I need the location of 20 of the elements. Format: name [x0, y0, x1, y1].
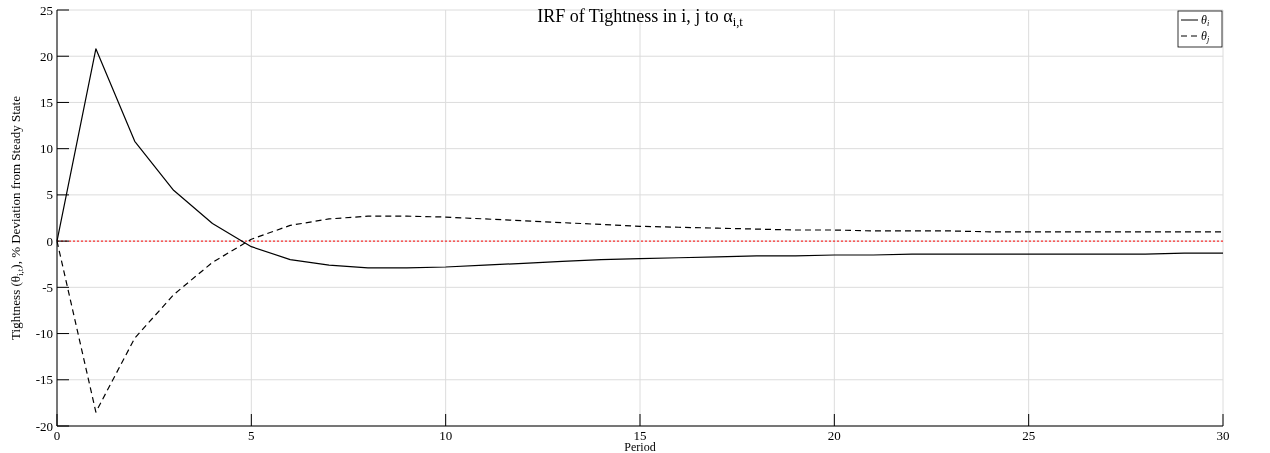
y-tick-label: 5 — [46, 187, 53, 203]
y-tick-label: 0 — [46, 233, 53, 249]
x-axis-title: Period — [624, 440, 656, 453]
x-tick-label: 25 — [1022, 428, 1036, 443]
x-tick-label: 20 — [827, 428, 841, 443]
y-tick-label: -20 — [35, 418, 53, 434]
x-tick-label: 10 — [439, 428, 453, 443]
y-tick-label: 15 — [40, 94, 53, 110]
y-tick-label: 25 — [40, 2, 53, 18]
legend-label: θ$_{i}$ — [1201, 13, 1210, 29]
x-tick-label: 30 — [1216, 428, 1230, 443]
legend-label: θ$_{j}$ — [1201, 29, 1210, 45]
x-tick-label: 5 — [248, 428, 255, 443]
y-tick-label: -5 — [42, 279, 53, 295]
y-tick-label: 10 — [40, 141, 53, 157]
y-tick-label: -10 — [35, 326, 53, 342]
chart-title: IRF of Tightness in i, j to α$_{i,t}$ — [537, 6, 744, 29]
y-tick-label: 20 — [40, 48, 53, 64]
y-tick-label: -15 — [35, 372, 53, 388]
x-tick-label: 15 — [633, 428, 647, 443]
